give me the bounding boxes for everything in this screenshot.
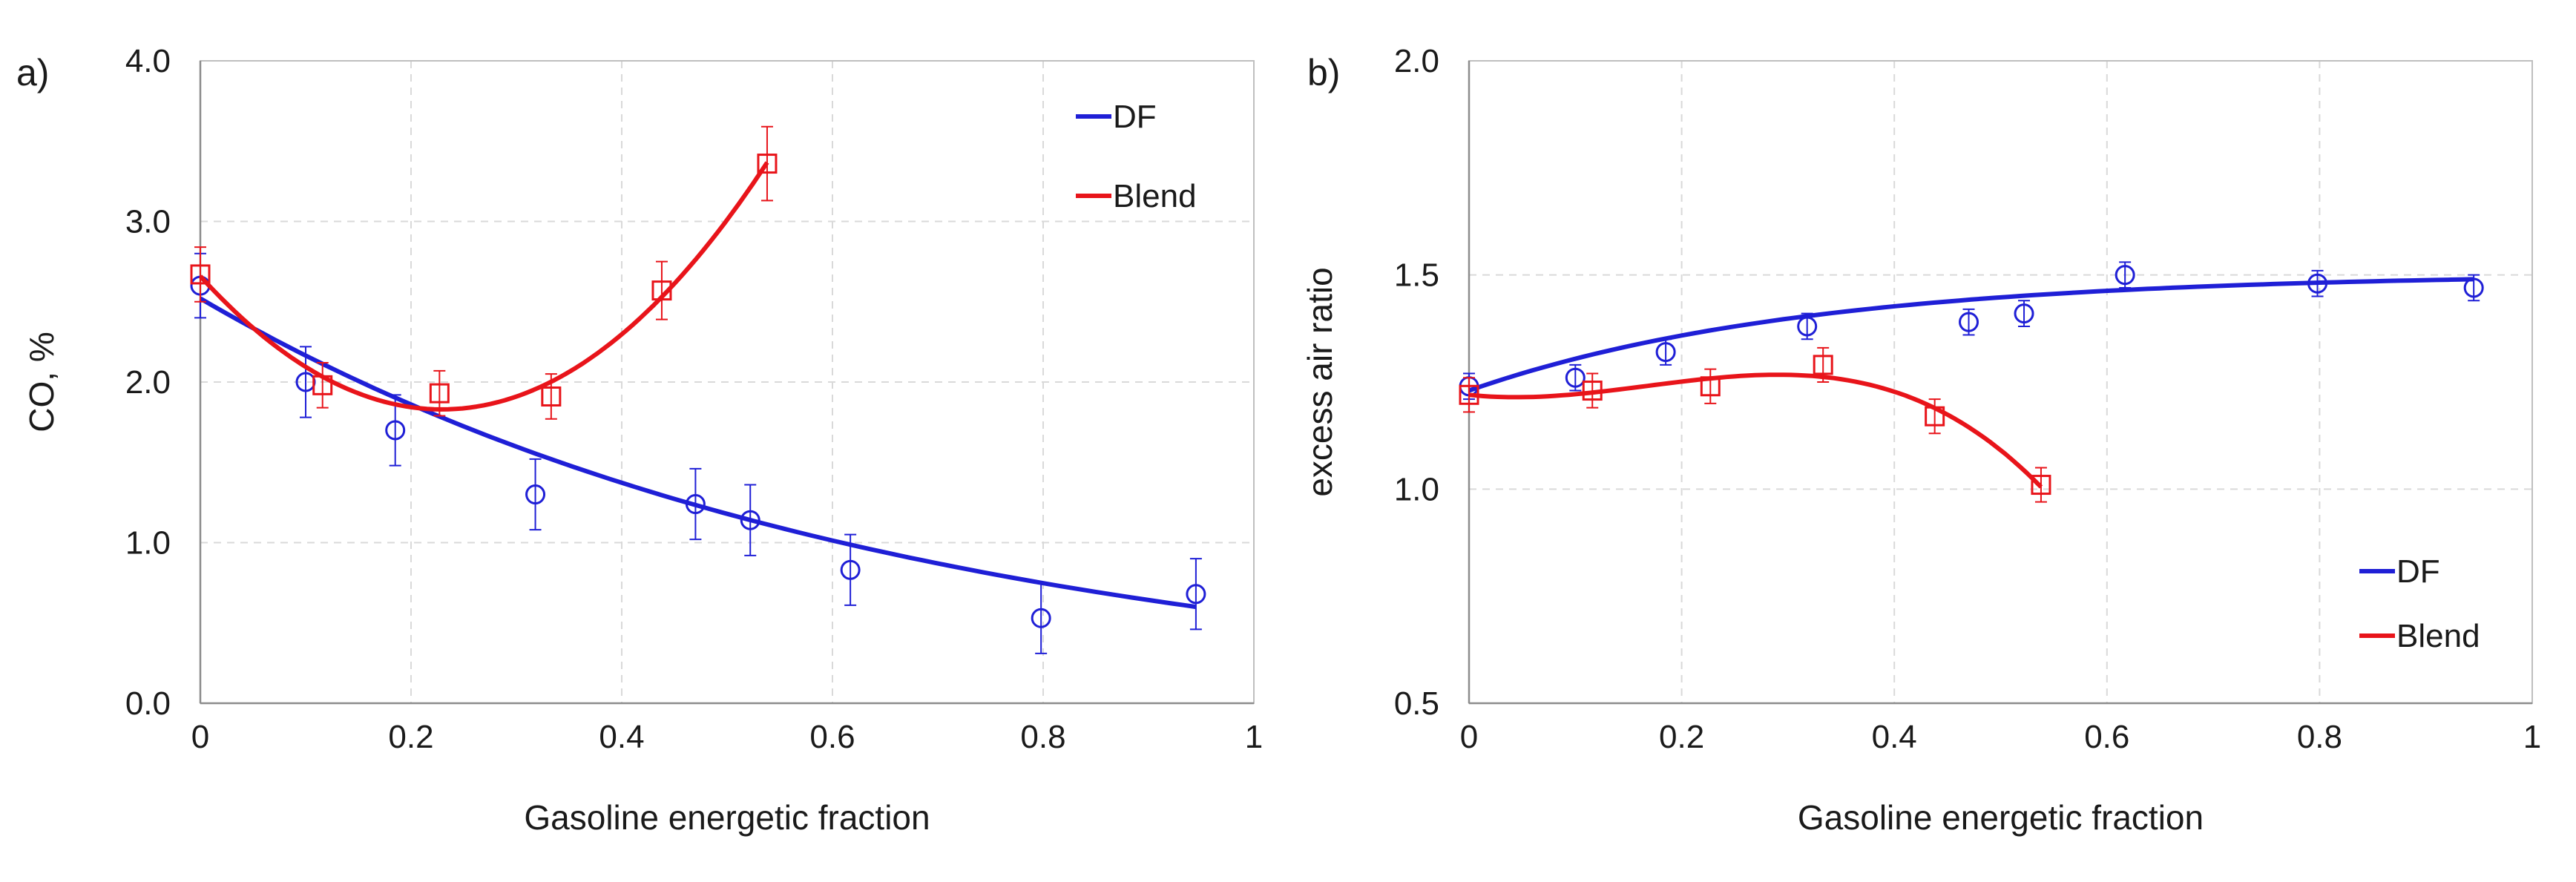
x-tick-label: 0.2 xyxy=(388,719,433,755)
x-tick-label: 0.6 xyxy=(2084,719,2129,755)
x-tick-label: 0.8 xyxy=(2297,719,2342,755)
data-point xyxy=(1925,406,1945,427)
legend-label-df: DF xyxy=(1113,99,1157,135)
y-tick-label: 1.0 xyxy=(1394,471,1439,507)
y-tick-label: 1.5 xyxy=(1394,257,1439,294)
data-point xyxy=(2115,265,2135,286)
y-tick-label: 1.0 xyxy=(125,525,171,562)
y-axis-title: excess air ratio xyxy=(1301,267,1339,496)
x-tick-label: 1 xyxy=(2523,719,2541,755)
data-point xyxy=(541,386,562,407)
x-axis-title: Gasoline energetic fraction xyxy=(1798,798,2204,837)
legend-label-blend: Blend xyxy=(1113,178,1197,214)
panel-label: a) xyxy=(16,52,49,93)
data-point xyxy=(1655,342,1676,363)
data-point xyxy=(2463,277,2484,298)
fit-line-df xyxy=(1468,277,2474,393)
data-point xyxy=(1186,584,1206,605)
data-point xyxy=(525,484,546,505)
series-df xyxy=(1459,261,2484,401)
y-tick-label: 0.0 xyxy=(125,685,171,722)
series-df xyxy=(190,252,1206,654)
data-point xyxy=(1797,316,1818,337)
data-point xyxy=(1565,367,1586,388)
series-blend xyxy=(1459,346,2051,503)
data-point xyxy=(1700,376,1721,397)
data-point xyxy=(2014,303,2034,324)
x-tick-label: 0.6 xyxy=(809,719,855,755)
legend-label-df: DF xyxy=(2396,553,2440,590)
data-point xyxy=(429,383,450,404)
panel-label: b) xyxy=(1307,52,1340,93)
data-point xyxy=(651,280,672,301)
panel-excess-air-ratio: 0 0.2 0.4 0.6 0.8 1 0.5 1.0 1.5 2.0 Gasoline energ… xyxy=(1301,43,2541,837)
x-tick-label: 0.2 xyxy=(1659,719,1704,755)
x-tick-label: 0 xyxy=(1460,719,1478,755)
x-tick-label: 0 xyxy=(191,719,209,755)
y-tick-label: 4.0 xyxy=(125,43,171,79)
y-tick-label: 3.0 xyxy=(125,204,171,240)
x-axis-title: Gasoline energetic fraction xyxy=(524,798,930,837)
data-point xyxy=(1959,312,1979,332)
data-point xyxy=(312,375,333,395)
x-tick-label: 0.4 xyxy=(599,719,644,755)
data-point xyxy=(1459,384,1479,405)
x-tick-label: 1 xyxy=(1245,719,1263,755)
legend-label-blend: Blend xyxy=(2396,618,2480,654)
data-point xyxy=(840,559,861,580)
series-blend xyxy=(190,125,778,420)
y-tick-label: 0.5 xyxy=(1394,685,1439,722)
data-point xyxy=(190,264,211,285)
panel-co: 0 0.2 0.4 0.6 0.8 1 0.0 1.0 2.0 3.0 4.0 Gasoline en… xyxy=(16,43,1263,837)
fit-line-blend xyxy=(1468,372,2043,489)
y-tick-label: 2.0 xyxy=(125,364,171,401)
fit-line-blend xyxy=(198,161,769,412)
data-point xyxy=(1813,355,1833,375)
data-point xyxy=(2031,475,2051,496)
data-point xyxy=(757,154,778,174)
data-point xyxy=(1582,381,1603,401)
data-point xyxy=(1031,608,1051,628)
x-tick-label: 0.8 xyxy=(1020,719,1065,755)
data-point xyxy=(2307,273,2328,294)
y-tick-label: 2.0 xyxy=(1394,43,1439,79)
x-tick-label: 0.4 xyxy=(1872,719,1917,755)
data-point xyxy=(385,420,406,441)
data-point xyxy=(740,510,760,530)
y-axis-title: CO, % xyxy=(22,332,61,432)
fit-line-df xyxy=(199,296,1197,610)
plot-frame xyxy=(1468,60,2533,704)
data-point xyxy=(685,494,706,515)
